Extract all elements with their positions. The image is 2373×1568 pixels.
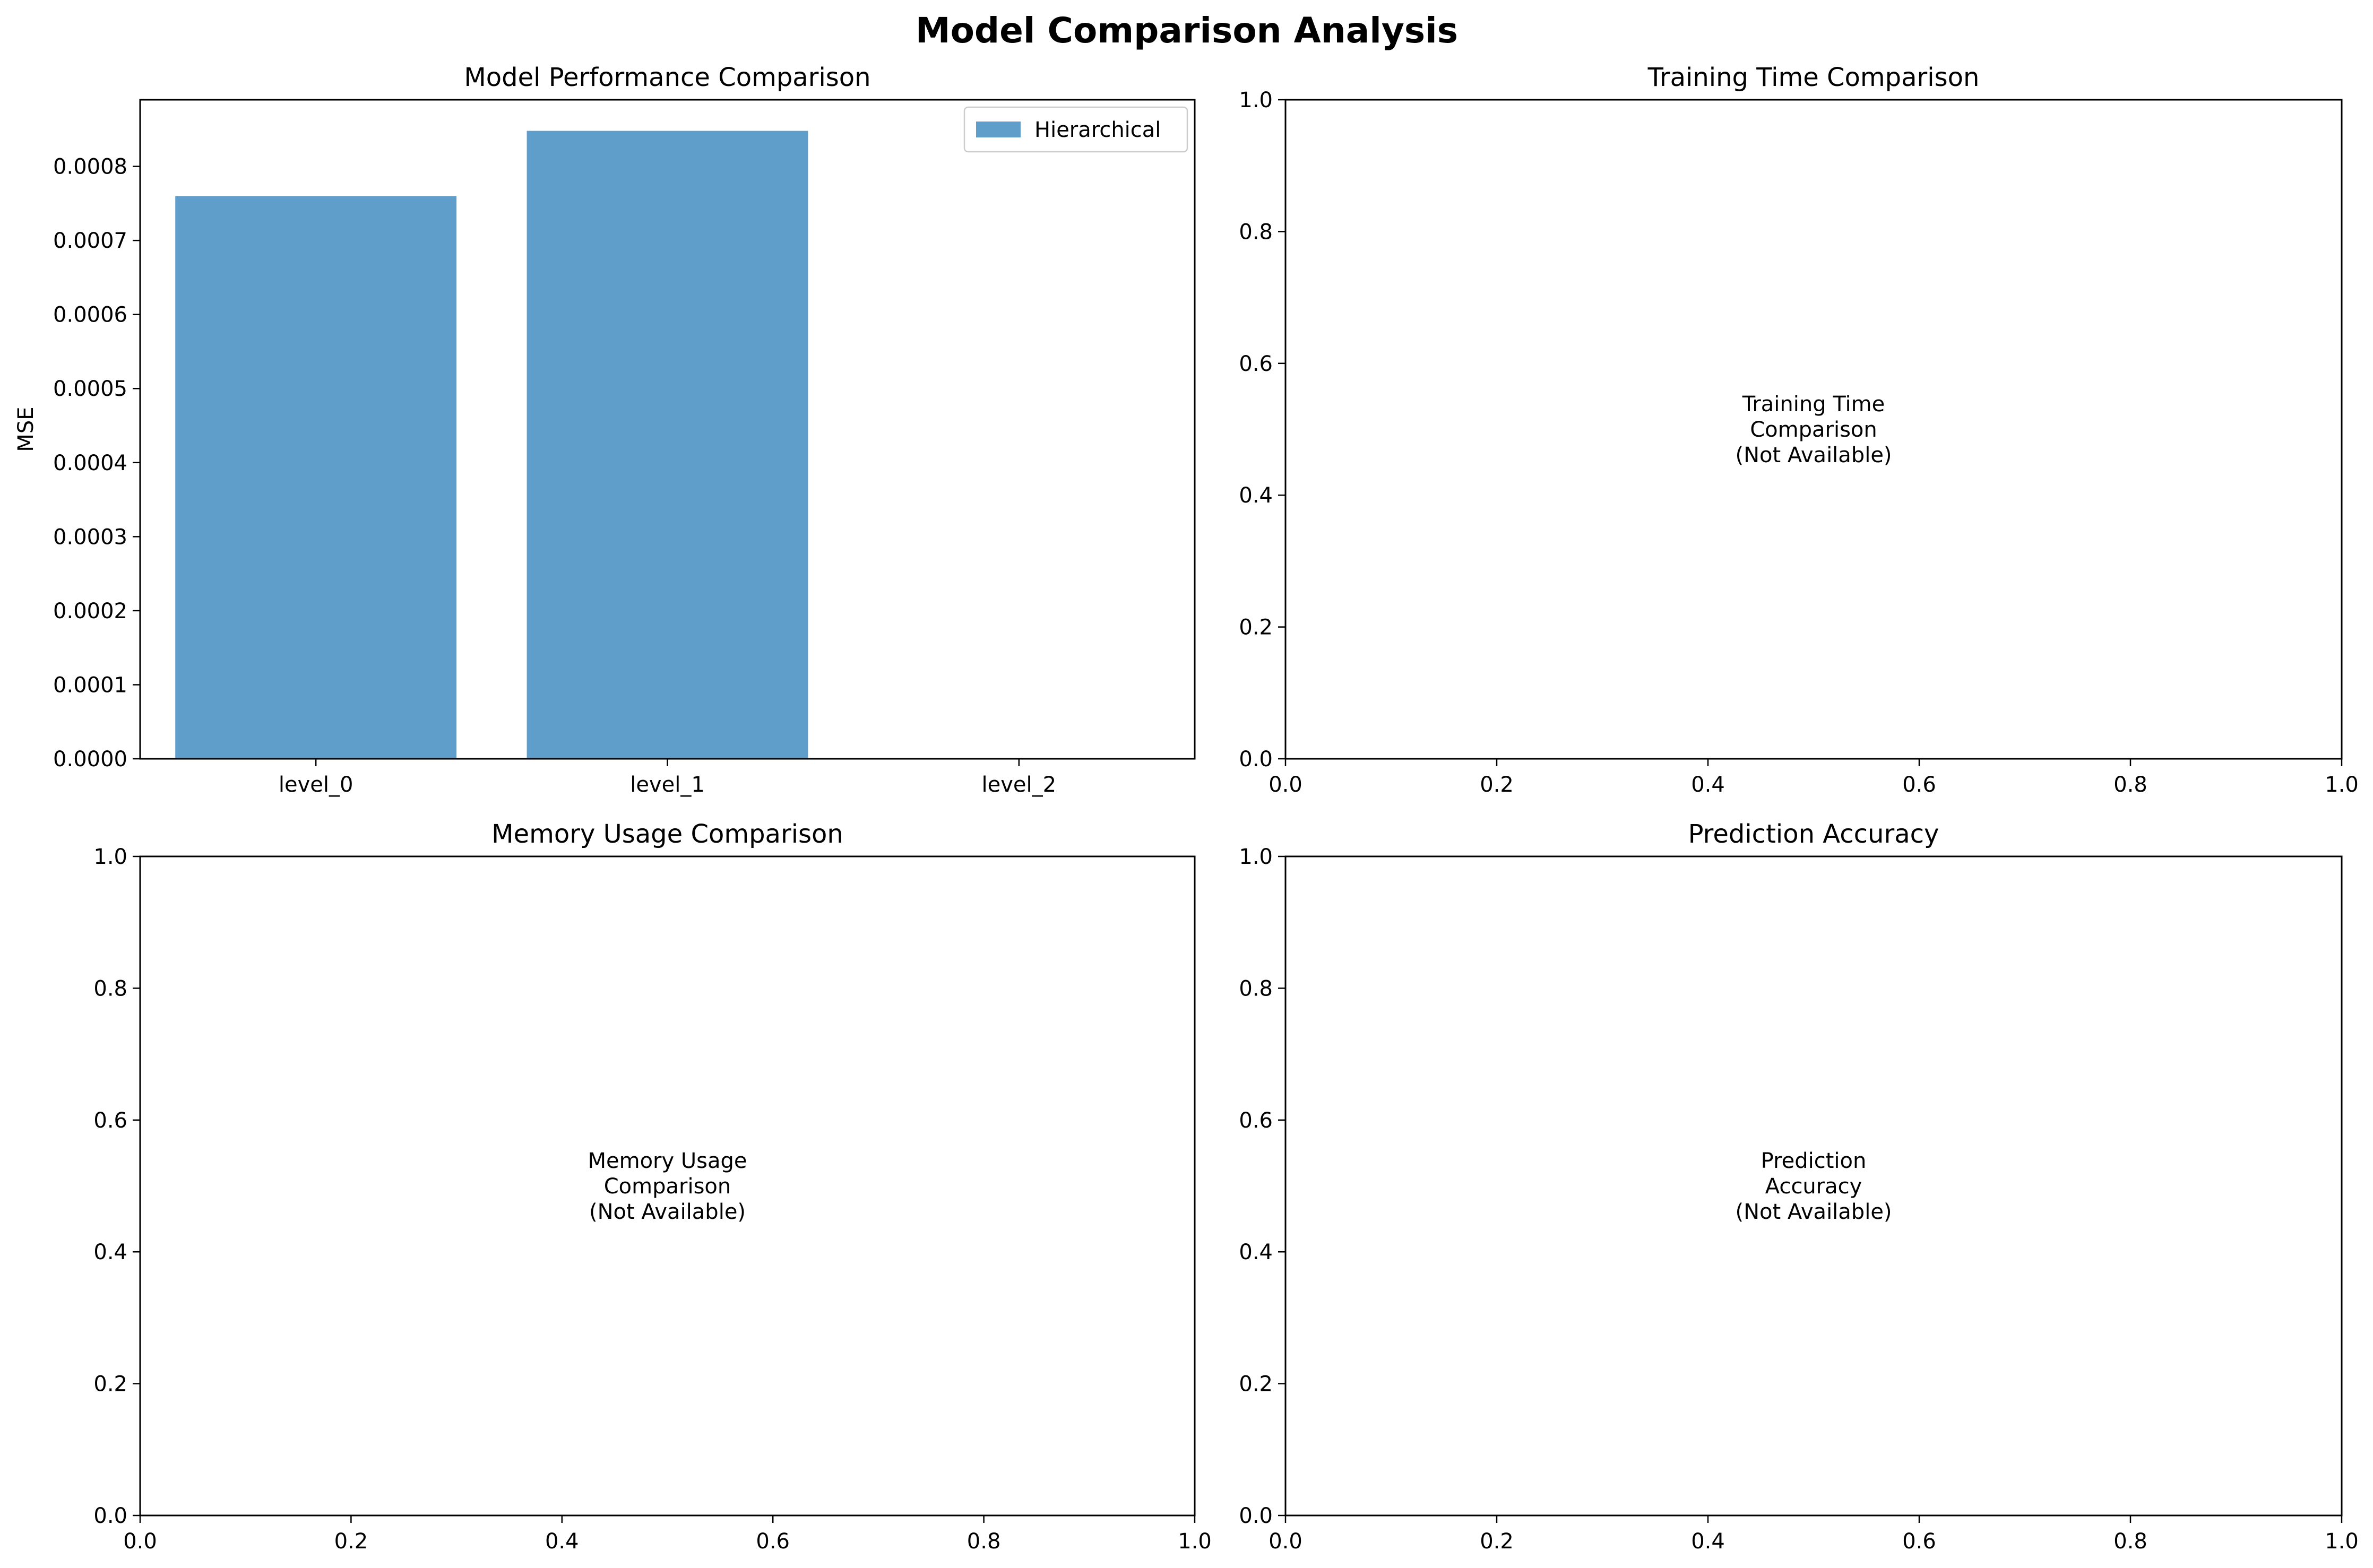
axes-frame [139, 855, 1196, 1517]
subplot-grid: Model Performance Comparison 0.0000 0.0001… [14, 63, 2359, 1554]
y-tick-label: 0.2 [1239, 1372, 1273, 1397]
annotation-line: Prediction [1761, 1149, 1867, 1173]
x-tick-label: level_2 [982, 773, 1057, 797]
subplot-title: Training Time Comparison [1647, 63, 1980, 92]
annotation-line: (Not Available) [1735, 443, 1892, 467]
axes-frame [1284, 855, 2343, 1517]
legend-label: Hierarchical [1034, 118, 1161, 142]
y-axis-label: MSE [14, 406, 38, 452]
x-tick-label: 0.0 [123, 1529, 157, 1554]
y-tick-label: 0.0003 [53, 525, 127, 549]
subplot-title: Prediction Accuracy [1688, 819, 1939, 849]
x-tick-label: 0.4 [1691, 773, 1725, 797]
y-tick-label: 0.2 [93, 1372, 127, 1397]
y-tick-label: 1.0 [93, 845, 127, 869]
x-tick-label: 0.8 [2113, 1529, 2147, 1554]
bar-level_0 [175, 196, 457, 759]
x-tick-label: 1.0 [2325, 1529, 2359, 1554]
y-tick-label: 0.0002 [53, 599, 127, 623]
y-tick-label: 0.8 [1239, 976, 1273, 1001]
subplot-3: Memory Usage Comparison 0.0 0.2 0.4 0.6 0.8 1.… [93, 819, 1211, 1554]
axes-frame [139, 99, 1196, 760]
y-tick-label: 0.6 [1239, 1108, 1273, 1133]
x-tick-label: 1.0 [1178, 1529, 1212, 1554]
y-tick-label: 0.0 [93, 1504, 127, 1528]
annotation-line: Comparison [604, 1174, 731, 1199]
x-tick-label: 0.0 [1269, 773, 1302, 797]
x-tick-label: 0.2 [1480, 773, 1514, 797]
y-tick-label: 0.0005 [53, 377, 127, 401]
x-tick-label: 0.8 [967, 1529, 1001, 1554]
x-tick-label: level_0 [279, 773, 353, 797]
y-tick-label: 0.0001 [53, 673, 127, 697]
bar-level_1 [527, 131, 808, 759]
annotation-line: Comparison [1750, 418, 1877, 442]
annotation-line: (Not Available) [1735, 1200, 1892, 1224]
x-tick-label: 0.0 [1269, 1529, 1302, 1554]
y-tick-label: 1.0 [1239, 845, 1273, 869]
annotation-line: (Not Available) [589, 1200, 746, 1224]
y-tick-label: 0.4 [93, 1240, 127, 1264]
y-tick-label: 0.0000 [53, 747, 127, 772]
axes-frame [1284, 99, 2343, 760]
y-tick-label: 0.8 [1239, 220, 1273, 244]
x-tick-label: 0.8 [2113, 773, 2147, 797]
x-tick-label: 1.0 [2325, 773, 2359, 797]
y-tick-label: 0.0008 [53, 155, 127, 179]
legend-swatch [976, 122, 1021, 137]
subplot-1: Model Performance Comparison 0.0000 0.0001… [14, 63, 1196, 797]
y-tick-label: 0.0 [1239, 747, 1273, 772]
subplot-2: Training Time Comparison 0.0 0.2 0.4 0.6 0.8 1… [1239, 63, 2358, 797]
y-tick-label: 1.0 [1239, 88, 1273, 112]
y-tick-label: 0.0007 [53, 229, 127, 253]
y-tick-label: 0.0006 [53, 303, 127, 327]
legend: Hierarchical [963, 106, 1188, 153]
x-tick-label: 0.4 [1691, 1529, 1725, 1554]
annotation-line: Training Time [1742, 392, 1885, 417]
x-tick-label: level_1 [630, 773, 705, 797]
y-tick-label: 0.0 [1239, 1504, 1273, 1528]
subplot-title: Memory Usage Comparison [491, 819, 843, 849]
x-tick-label: 0.2 [1480, 1529, 1514, 1554]
y-tick-label: 0.2 [1239, 616, 1273, 640]
subplot-4: Prediction Accuracy 0.0 0.2 0.4 0.6 0.8 1.0 0.0… [1239, 819, 2358, 1554]
x-tick-label: 0.6 [756, 1529, 790, 1554]
x-tick-label: 0.6 [1902, 1529, 1936, 1554]
y-tick-label: 0.4 [1239, 1240, 1273, 1264]
y-tick-label: 0.6 [1239, 352, 1273, 376]
annotation-line: Accuracy [1765, 1174, 1862, 1199]
subplot-title: Model Performance Comparison [464, 63, 870, 92]
y-tick-label: 0.4 [1239, 483, 1273, 508]
y-tick-label: 0.8 [93, 976, 127, 1001]
annotation-line: Memory Usage [588, 1149, 747, 1173]
x-tick-label: 0.2 [334, 1529, 368, 1554]
x-tick-label: 0.6 [1902, 773, 1936, 797]
figure-title: Model Comparison Analysis [916, 10, 1458, 51]
y-tick-label: 0.6 [93, 1108, 127, 1133]
y-tick-label: 0.0004 [53, 451, 127, 475]
legend-box [963, 106, 1188, 153]
x-tick-label: 0.4 [545, 1529, 579, 1554]
